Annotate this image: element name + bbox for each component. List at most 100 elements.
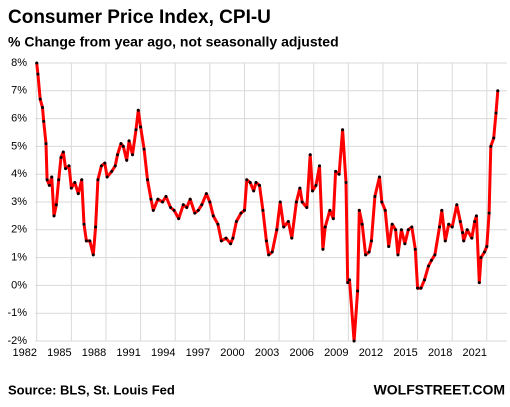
data-point xyxy=(52,214,56,218)
data-point xyxy=(399,228,403,232)
data-point xyxy=(429,258,433,262)
data-point xyxy=(119,142,123,146)
data-point xyxy=(311,189,315,193)
data-point xyxy=(185,206,189,210)
data-point xyxy=(200,203,204,207)
data-point xyxy=(121,144,125,148)
data-point xyxy=(204,192,208,196)
data-point xyxy=(151,208,155,212)
data-point xyxy=(64,167,68,171)
data-point xyxy=(462,239,466,243)
x-tick-label: 1982 xyxy=(12,347,36,359)
data-point xyxy=(373,194,377,198)
data-point xyxy=(344,181,348,185)
x-tick-label: 2003 xyxy=(255,347,279,359)
data-point xyxy=(116,153,120,157)
data-point xyxy=(492,136,496,140)
data-point xyxy=(242,208,246,212)
y-tick-label: 8% xyxy=(11,57,27,69)
data-point xyxy=(69,186,73,190)
data-point xyxy=(211,214,215,218)
x-tick-label: 1988 xyxy=(82,347,106,359)
data-point xyxy=(231,236,235,240)
data-point xyxy=(479,256,483,260)
data-point xyxy=(76,192,80,196)
data-point xyxy=(290,236,294,240)
data-point xyxy=(422,278,426,282)
data-point xyxy=(477,281,481,285)
data-point xyxy=(352,339,356,343)
data-point xyxy=(125,158,129,162)
data-point xyxy=(341,128,345,132)
data-point xyxy=(131,153,135,157)
data-point xyxy=(134,128,138,132)
data-point xyxy=(440,208,444,212)
data-point xyxy=(267,253,271,257)
y-tick-label: 5% xyxy=(11,140,27,152)
data-point xyxy=(419,286,423,290)
data-point xyxy=(328,208,332,212)
y-tick-label: 0% xyxy=(11,279,27,291)
data-point xyxy=(282,225,286,229)
y-tick-label: -1% xyxy=(7,307,27,319)
data-point xyxy=(331,217,335,221)
data-point xyxy=(234,219,238,223)
data-point xyxy=(245,178,249,182)
data-point xyxy=(433,253,437,257)
x-tick-label: 2000 xyxy=(220,347,244,359)
data-point xyxy=(357,208,361,212)
data-point xyxy=(252,189,256,193)
data-point xyxy=(149,197,153,201)
data-point xyxy=(196,208,200,212)
data-point xyxy=(208,200,212,204)
data-point xyxy=(54,203,58,207)
data-point xyxy=(57,178,61,182)
data-point xyxy=(96,178,100,182)
y-tick-label: 6% xyxy=(11,113,27,125)
data-point xyxy=(193,211,197,215)
data-point xyxy=(367,250,371,254)
data-point xyxy=(298,186,302,190)
data-point xyxy=(264,239,268,243)
data-point xyxy=(139,125,143,129)
data-point xyxy=(172,208,176,212)
data-point xyxy=(91,253,95,257)
data-point xyxy=(474,214,478,218)
data-point xyxy=(105,175,109,179)
data-point xyxy=(489,144,493,148)
data-point xyxy=(308,153,312,157)
data-point xyxy=(50,175,54,179)
x-tick-label: 2006 xyxy=(289,347,313,359)
data-point xyxy=(383,208,387,212)
data-point xyxy=(59,156,63,160)
data-point xyxy=(465,228,469,232)
data-point xyxy=(482,250,486,254)
data-point xyxy=(161,200,165,204)
data-point xyxy=(88,239,92,243)
data-point xyxy=(406,228,410,232)
data-point xyxy=(261,208,265,212)
y-tick-label: 2% xyxy=(11,224,27,236)
data-point xyxy=(42,119,46,123)
data-point xyxy=(390,222,394,226)
data-point xyxy=(80,178,84,182)
data-point xyxy=(447,222,451,226)
data-point xyxy=(323,225,327,229)
data-point xyxy=(219,239,223,243)
data-point xyxy=(346,281,350,285)
data-point xyxy=(248,181,252,185)
x-tick-label: 2018 xyxy=(428,347,452,359)
data-point xyxy=(443,239,447,243)
data-point xyxy=(142,147,146,151)
data-point xyxy=(127,139,131,143)
data-point xyxy=(41,105,45,109)
data-point xyxy=(437,225,441,229)
data-point xyxy=(286,219,290,223)
data-point xyxy=(473,219,477,223)
x-tick-label: 1994 xyxy=(151,347,175,359)
data-point xyxy=(387,244,391,248)
data-point xyxy=(270,250,274,254)
data-point xyxy=(84,239,88,243)
data-point xyxy=(458,219,462,223)
